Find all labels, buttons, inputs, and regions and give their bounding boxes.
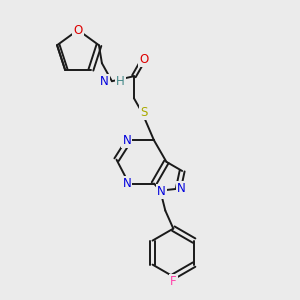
Text: F: F [170, 275, 177, 288]
Text: N: N [122, 134, 131, 147]
Text: S: S [140, 106, 148, 119]
Text: O: O [74, 23, 82, 37]
Text: N: N [177, 182, 186, 195]
Text: N: N [157, 185, 166, 198]
Text: N: N [122, 177, 131, 190]
Text: O: O [139, 53, 148, 66]
Text: N: N [100, 75, 109, 88]
Text: H: H [116, 75, 125, 88]
